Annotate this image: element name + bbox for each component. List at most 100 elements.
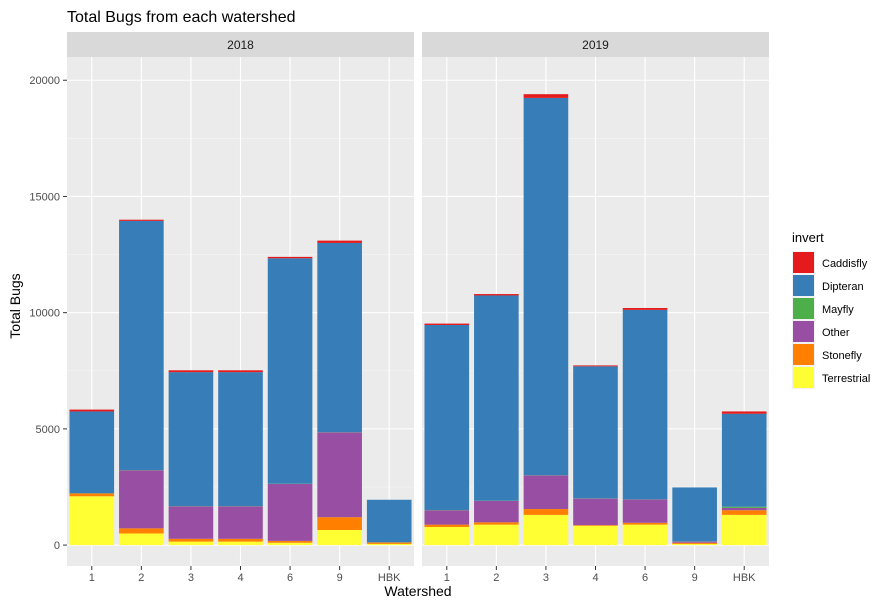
bar-stack-2019-3 [524,94,569,545]
bar-segment-stonefly [524,509,569,515]
bar-segment-dipteran [722,414,767,507]
chart-title: Total Bugs from each watershed [67,9,296,26]
bar-segment-caddisfly [268,257,313,258]
y-axis-label: Total Bugs [7,273,23,338]
bar-segment-other [524,475,569,509]
legend-item-mayfly: Mayfly [792,297,854,320]
bar-segment-terrestrial [623,525,668,545]
bar-segment-stonefly [218,539,263,542]
bar-segment-terrestrial [169,542,214,545]
bar-segment-stonefly [119,528,164,533]
x-tick-label: 9 [337,572,343,584]
bar-segment-dipteran [69,411,114,493]
legend-item-dipteran: Dipteran [792,274,864,297]
bar-segment-dipteran [218,372,263,506]
legend-title: invert [792,230,824,245]
bar-segment-dipteran [623,310,668,499]
bar-segment-stonefly [367,543,412,544]
bar-segment-terrestrial [524,515,569,545]
bar-segment-caddisfly [524,94,569,98]
bar-segment-caddisfly [474,294,519,295]
bar-segment-caddisfly [623,308,668,310]
legend: invert CaddisflyDipteranMayflyOtherStone… [792,230,870,389]
x-axis-label: Watershed [384,583,451,599]
bar-segment-terrestrial [672,544,717,545]
bar-segment-other [169,506,214,539]
legend-swatch [793,298,814,319]
bar-segment-other [218,506,263,539]
bar-segment-terrestrial [268,543,313,545]
x-tick-label: 1 [444,572,450,584]
legend-swatch [793,275,814,296]
bar-stack-2019-9 [672,487,717,545]
legend-item-terrestrial: Terrestrial [792,366,870,389]
bar-segment-terrestrial [119,533,164,545]
bar-stack-2018-4 [218,370,263,545]
legend-label: Caddisfly [822,258,868,270]
x-tick-label: 2 [138,572,144,584]
bar-segment-terrestrial [69,496,114,545]
x-tick-label: 6 [642,572,648,584]
bar-segment-caddisfly [424,324,469,325]
bar-segment-other [317,432,362,517]
y-tick-label: 15000 [29,191,60,203]
bar-segment-stonefly [722,510,767,515]
x-tick-label: 1 [89,572,95,584]
bar-segment-terrestrial [573,526,618,545]
bar-segment-dipteran [169,372,214,506]
x-tick-label: 3 [543,572,549,584]
bar-segment-terrestrial [722,515,767,545]
bar-stack-2018-6 [268,257,313,545]
bar-segment-caddisfly [317,241,362,243]
legend-item-other: Other [792,320,850,343]
bar-stack-2019-1 [424,324,469,545]
bar-segment-other [474,501,519,522]
legend-label: Other [822,327,850,339]
bar-segment-other [119,470,164,528]
legend-label: Terrestrial [822,373,870,385]
bar-segment-stonefly [69,493,114,496]
x-tick-label: HBK [378,572,401,584]
facet-strip-label: 2019 [582,38,609,52]
x-tick-label: 9 [692,572,698,584]
bar-stack-2018-hbk [367,500,412,545]
x-tick-label: 4 [237,572,243,584]
bar-stack-2019-2 [474,294,519,545]
legend-swatch [793,344,814,365]
bar-segment-caddisfly [119,220,164,221]
bar-stack-2019-4 [573,365,618,545]
bar-segment-stonefly [573,525,618,526]
bar-segment-terrestrial [367,544,412,545]
bar-stack-2018-9 [317,241,362,545]
legend-label: Dipteran [822,281,864,293]
bar-segment-stonefly [623,523,668,525]
bar-segment-dipteran [268,258,313,483]
bar-segment-terrestrial [317,530,362,545]
bar-segment-dipteran [474,295,519,500]
bar-stack-2018-2 [119,220,164,545]
bar-segment-terrestrial [424,527,469,545]
facet-strip-label: 2018 [227,38,254,52]
legend-swatch [793,321,814,342]
bar-segment-dipteran [524,98,569,475]
bar-segment-caddisfly [169,370,214,372]
bar-segment-other [424,510,469,524]
bar-segment-mayfly [722,507,767,508]
bar-segment-other [722,508,767,510]
x-tick-label: HBK [733,572,756,584]
legend-item-caddisfly: Caddisfly [792,251,868,274]
legend-label: Mayfly [822,304,854,316]
legend-swatch [793,252,814,273]
y-tick-label: 5000 [36,424,60,436]
bar-segment-stonefly [424,525,469,527]
x-tick-label: 3 [188,572,194,584]
bar-segment-dipteran [424,325,469,510]
bar-segment-dipteran [317,243,362,432]
bar-segment-caddisfly [573,365,618,366]
bar-segment-stonefly [474,522,519,524]
